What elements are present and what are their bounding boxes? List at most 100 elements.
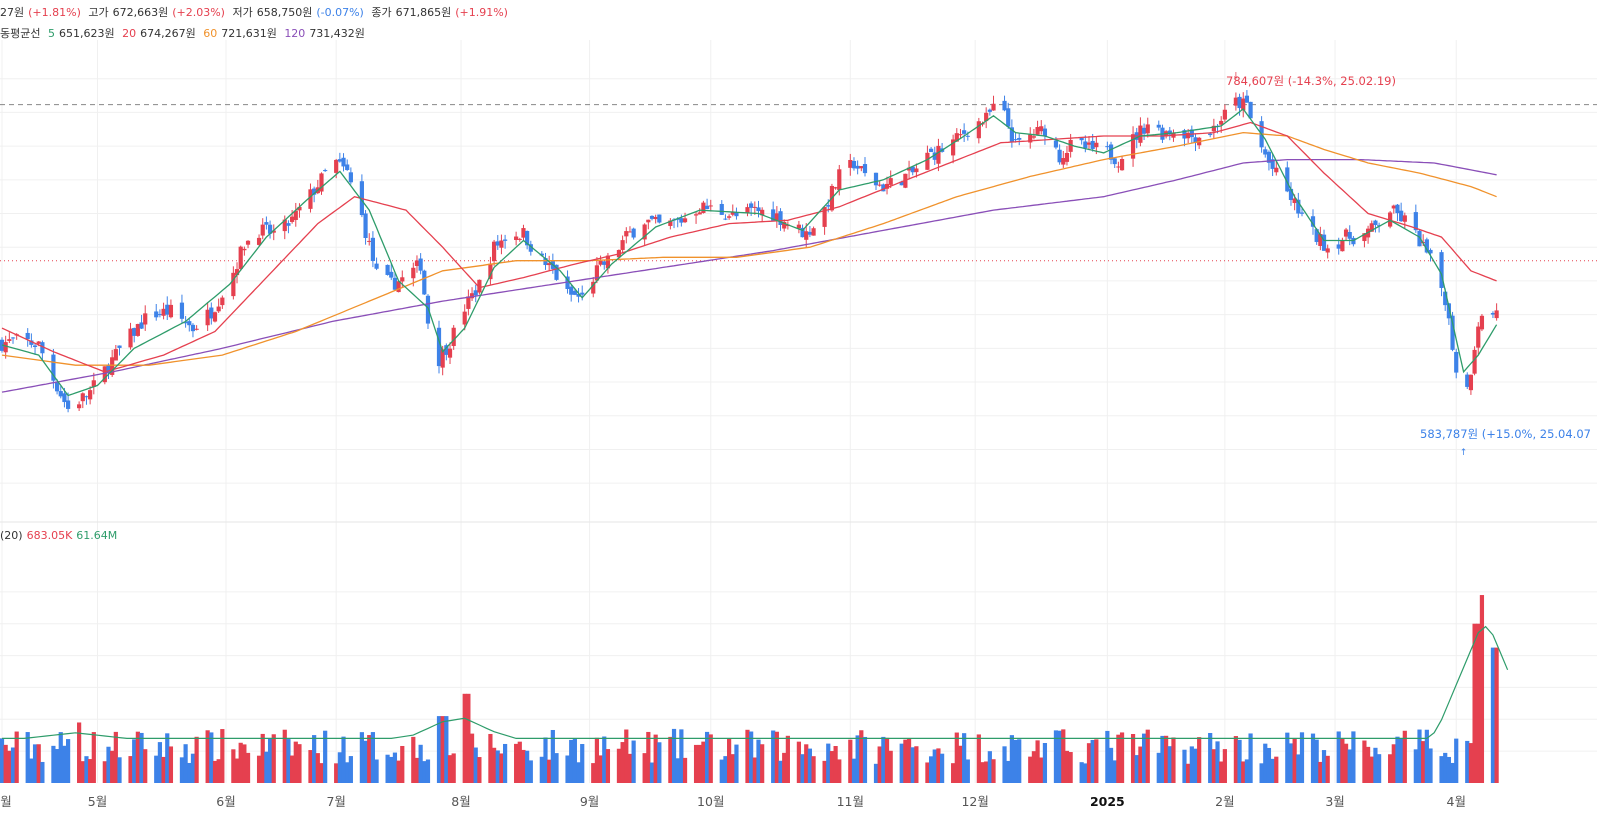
volume-bar xyxy=(293,741,298,783)
candle-body xyxy=(807,231,813,235)
candle-body xyxy=(503,239,508,241)
candle-body xyxy=(873,172,879,186)
candle-body xyxy=(704,205,710,210)
candle-body xyxy=(833,187,838,189)
candle-body xyxy=(521,228,526,238)
candle-body xyxy=(179,302,185,319)
volume-bar xyxy=(1325,755,1330,783)
volume-bar xyxy=(1248,733,1253,783)
candle-body xyxy=(657,214,662,223)
open-value: 27원 xyxy=(0,6,25,19)
volume-bar xyxy=(1454,738,1459,783)
candle-body xyxy=(1244,95,1250,103)
volume-bar xyxy=(54,749,60,783)
candle-body xyxy=(389,271,394,278)
candle-body xyxy=(168,304,174,318)
candle-body xyxy=(1068,139,1073,152)
candle-body xyxy=(1443,291,1448,306)
volume-bar xyxy=(1391,744,1396,783)
volume-bar xyxy=(113,731,118,783)
candle-body xyxy=(1340,240,1345,252)
volume-bar xyxy=(1208,732,1213,783)
volume-bar xyxy=(521,749,526,783)
x-tick-label: 5월 xyxy=(88,794,107,809)
volume-bar xyxy=(157,742,163,783)
volume-bar xyxy=(1428,748,1433,783)
candle-body xyxy=(25,332,30,340)
candle-body xyxy=(216,306,221,312)
candle-body xyxy=(734,212,739,217)
candle-body xyxy=(1116,166,1121,168)
volume-bar xyxy=(1299,732,1305,783)
candle-body xyxy=(1362,233,1367,242)
volume-bar xyxy=(84,756,89,783)
x-tick-label: 3월 xyxy=(1325,794,1344,809)
volume-bar xyxy=(514,743,519,783)
volume-bar xyxy=(400,745,405,783)
volume-ma-value: 61.64M xyxy=(76,529,118,542)
candle-body xyxy=(749,203,754,208)
volume-bar xyxy=(1189,746,1194,783)
volume-bar xyxy=(1130,734,1136,783)
ma120-period: 120 xyxy=(284,27,306,40)
low-marker: ↑ xyxy=(1460,448,1468,458)
candle-body xyxy=(1336,244,1341,249)
volume-bar xyxy=(1263,743,1268,783)
candle-body xyxy=(345,164,350,171)
close-value: 671,865원 xyxy=(395,6,452,19)
volume-bar xyxy=(1031,751,1037,783)
volume-bar xyxy=(833,746,838,783)
volume-bar xyxy=(569,739,574,783)
volume-legend: (20) 683.05K 61.64M xyxy=(0,529,121,542)
candle-body xyxy=(1233,97,1238,106)
volume-bar xyxy=(958,745,963,783)
candle-body xyxy=(646,219,651,223)
candle-body xyxy=(238,246,243,269)
volume-bar xyxy=(976,734,981,783)
volume-bar xyxy=(914,746,919,783)
candle-body xyxy=(1413,212,1418,231)
candle-body xyxy=(1064,152,1070,162)
volume-bar xyxy=(826,743,831,783)
volume-bar xyxy=(671,728,677,783)
candle-body xyxy=(1476,326,1481,348)
volume-bar xyxy=(212,760,218,783)
ma120-line xyxy=(1,158,1497,393)
candle-body xyxy=(183,321,188,324)
volume-bar xyxy=(543,737,548,783)
candle-body xyxy=(774,213,779,221)
volume-bar xyxy=(1321,750,1327,783)
volume-bar xyxy=(881,736,886,783)
candle-body xyxy=(1288,188,1294,201)
candle-body xyxy=(708,205,713,207)
volume-bar xyxy=(1288,743,1294,783)
volume-bar xyxy=(425,759,431,783)
candle-body xyxy=(1083,141,1088,149)
candle-body xyxy=(602,261,607,265)
volume-bar xyxy=(36,744,41,783)
volume-bar xyxy=(899,743,904,783)
candle-body xyxy=(1424,239,1429,253)
candle-body xyxy=(1465,374,1470,387)
candle-body xyxy=(1009,127,1014,143)
candle-body xyxy=(1299,212,1305,214)
candle-body xyxy=(440,349,445,368)
candle-body xyxy=(348,172,353,183)
volume-bar xyxy=(1061,729,1066,783)
volume-bar xyxy=(756,739,761,783)
candle-body xyxy=(341,157,346,167)
volume-bar xyxy=(517,741,522,783)
x-tick-label: 12월 xyxy=(961,794,988,809)
candle-body xyxy=(187,321,192,326)
volume-bar xyxy=(132,739,137,783)
volume-bar xyxy=(40,761,45,783)
candle-body xyxy=(161,308,166,316)
candle-body xyxy=(1270,159,1275,169)
volume-bar xyxy=(29,758,34,783)
volume-bar xyxy=(1259,763,1264,783)
candle-body xyxy=(1039,126,1044,132)
volume-bar xyxy=(323,730,328,783)
candle-body xyxy=(3,342,8,353)
volume-bar xyxy=(1057,730,1062,783)
volume-bar xyxy=(1421,741,1426,783)
